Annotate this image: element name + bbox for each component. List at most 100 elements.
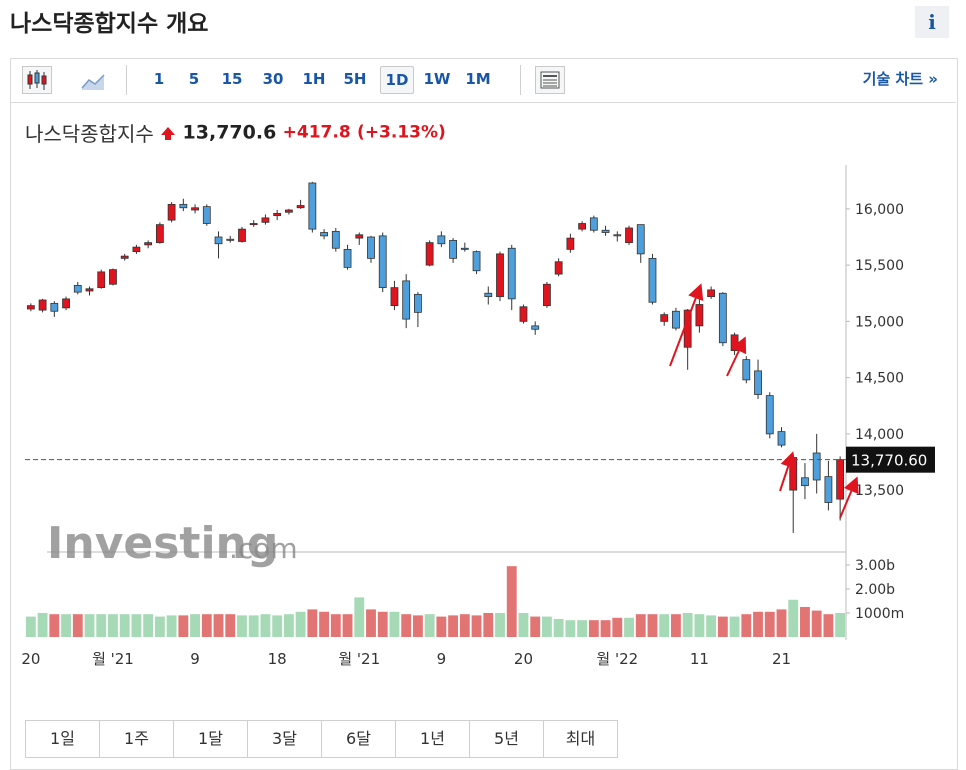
candle-body [249,223,258,226]
news-icon[interactable] [535,66,565,94]
volume-bar [553,618,564,637]
range-button[interactable]: 1달 [174,721,248,757]
watermark-suffix: .com [229,532,298,565]
candle-body [636,224,645,255]
candle-body [62,298,70,309]
x-tick-label: 월 '21 [92,650,134,668]
volume-bar [61,614,71,637]
volume-bar [225,614,236,637]
annotation-arrow [839,476,859,519]
candle-body [754,370,762,395]
candle-body [320,232,328,237]
range-button[interactable]: 3달 [248,721,322,757]
volume-bar [201,614,212,637]
volume-bar [459,614,470,637]
volume-bar [541,616,552,637]
candle-body [672,310,680,329]
candle-body [261,217,270,223]
candle-body [836,459,845,500]
interval-button[interactable]: 15 [221,70,243,88]
candle-icon[interactable] [22,66,52,94]
volume-bar [706,615,717,637]
volume-bar [600,620,611,637]
volume-bar [307,609,318,637]
volume-bar [753,611,763,637]
volume-bar [412,615,423,637]
interval-button[interactable]: 1D [380,66,414,94]
interval-button[interactable]: 5H [343,70,367,88]
volume-bar [565,620,576,637]
volume-bar [612,617,623,637]
candle-body [367,236,375,259]
line-icon[interactable] [80,68,108,92]
volume-bar [166,615,177,637]
candle-body [578,223,587,230]
range-button[interactable]: 최대 [565,729,596,748]
candle-body [519,306,528,322]
volume-bar [190,614,200,637]
range-buttons: 1일 1주 1달 3달 6달 1년 5년 최대 [25,720,618,758]
volume-bar [25,616,36,637]
candle-body [625,227,633,244]
candle-body [343,248,352,268]
volume-bar [448,615,459,637]
y-tick-label: 15,000 [855,314,904,330]
price: 13,770.6 [182,121,277,144]
volume-bar [319,611,330,637]
volume-bar [788,599,799,637]
volume-bar [776,609,787,637]
candle-body [812,452,821,481]
candle-body [425,242,434,266]
candle-body [460,247,469,250]
candle-body [484,292,493,298]
technical-chart-link[interactable]: 기술 차트 » [862,70,938,88]
last-price-box [846,446,935,473]
interval-button[interactable]: 30 [262,70,284,88]
volume-bar [518,612,529,637]
x-tick-label: 9 [437,650,447,668]
candle-body [214,236,223,245]
candle-body [109,269,117,285]
y-tick-label: 13,500 [855,483,904,499]
interval-button[interactable]: 1M [465,70,491,88]
candle-body [777,431,786,446]
volume-bar [694,614,705,637]
separator [520,65,521,95]
volume-bar [366,609,376,637]
range-button[interactable]: 1주 [100,721,174,757]
y2-tick-label: 1000m [855,606,904,622]
candle-body [132,246,141,253]
range-button[interactable]: 6달 [322,721,396,757]
candle-body [531,325,540,330]
interval-button[interactable]: 1W [423,70,451,88]
volume-bar [624,617,634,637]
volume-bar [295,611,306,637]
volume-bar [248,615,259,637]
candle-body [284,209,293,213]
volume-bar [108,614,118,637]
x-tick-label: 월 '21 [338,650,380,668]
candle-body [167,203,176,221]
volume-bar [436,616,447,637]
candle-body [155,224,164,244]
volume-bar [495,612,505,637]
candle-body [179,203,188,209]
info-button[interactable]: i [915,6,949,38]
range-button[interactable]: 1일 [26,721,100,757]
candle-body [226,238,235,241]
candle-body [50,302,59,312]
candle-body [742,359,751,381]
range-button[interactable]: 1년 [396,721,470,757]
separator [126,65,127,95]
interval-button[interactable]: 1H [302,70,326,88]
volume-bar [342,614,353,637]
volume-bar [143,614,154,637]
range-button[interactable]: 5년 [470,721,544,757]
watermark: Investing [47,518,278,569]
volume-bar [154,616,165,637]
x-tick-label: 21 [772,650,791,668]
interval-button[interactable]: 5 [188,70,200,88]
interval-button[interactable]: 1 [153,70,165,88]
candle-body [789,457,798,491]
volume-bar [530,616,541,637]
